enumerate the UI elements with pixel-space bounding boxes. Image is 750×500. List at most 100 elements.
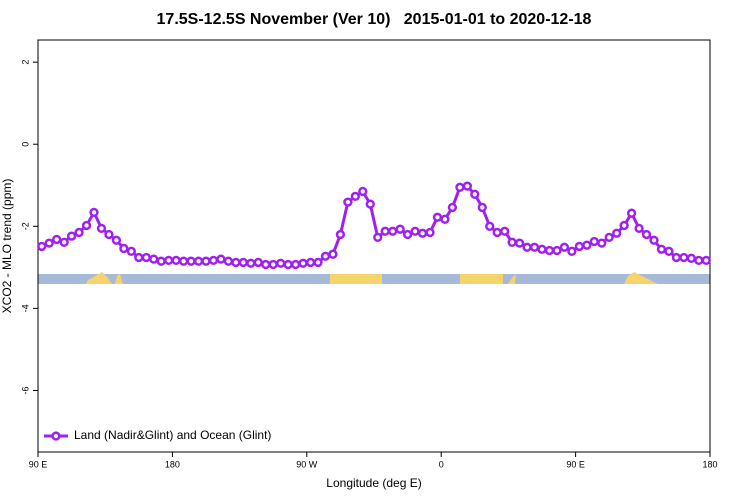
land-patch [115,274,123,284]
data-point [268,259,278,270]
data-point [388,226,398,236]
data-point [612,228,622,238]
data-point [44,238,54,248]
data-point [664,246,674,256]
data-point [649,235,659,245]
data-point [276,258,286,268]
data-point [171,255,181,266]
y-tick-label: 2 [20,60,30,65]
data-point [656,244,667,254]
data-point [507,237,517,247]
y-tick-label: -6 [20,386,30,394]
data-point [492,227,502,238]
data-point [380,226,390,236]
data-point [522,242,532,252]
data-point [81,220,92,231]
y-tick-label: 0 [20,142,30,147]
x-axis-label: Longitude (deg E) [326,476,421,490]
land-patch [86,272,112,284]
data-point [679,252,689,263]
data-point [305,257,316,268]
data-point [231,257,241,268]
data-point [104,229,114,240]
data-point [253,257,263,268]
legend-marker [51,431,61,441]
data-point [641,229,652,240]
data-point [701,255,711,266]
x-tick-label: 180 [165,459,180,469]
data-point [500,226,510,236]
data-point [119,243,129,254]
data-point [514,238,525,248]
data-point [59,237,69,247]
data-point [671,252,682,263]
series-line [41,184,707,266]
chart-title: 17.5S-12.5S November (Ver 10) 2015-01-01… [157,11,592,28]
data-point [52,234,62,245]
data-point [193,256,204,266]
legend-label: Land (Nadir&Glint) and Ocean (Glint) [74,428,271,442]
data-point [313,257,323,268]
data-point [66,231,77,241]
data-point [485,221,495,231]
data-point [246,258,256,268]
data-point [111,235,122,245]
data-point [410,226,420,236]
data-point [37,241,47,252]
x-tick-label: 180 [702,459,717,469]
data-point [283,259,293,270]
plot-frame [37,39,711,453]
land-patch [508,274,516,284]
data-point [462,181,472,191]
data-point [208,255,219,266]
y-tick-label: -2 [20,222,30,230]
data-point [589,236,599,247]
data-point [164,255,174,266]
data-point [694,255,704,266]
data-point [350,191,360,201]
data-point [343,197,353,207]
data-point [686,253,696,263]
y-tick-label: -4 [20,304,30,312]
data-point [365,199,375,209]
data-point [402,229,413,240]
data-point [395,224,405,234]
data-point [126,246,136,256]
data-point [559,242,570,252]
x-tick-label: 90 E [566,459,585,469]
data-point [544,245,555,256]
land-patch [460,274,503,284]
data-point [597,238,607,248]
data-point [417,228,428,238]
data-point [186,256,196,266]
data-point [290,259,301,270]
data-point [223,256,234,266]
land-ocean-mask [38,272,710,284]
data-point [552,245,562,256]
land-patch [624,272,658,284]
data-point [604,232,614,243]
data-point [634,223,644,234]
data-point [440,214,450,224]
data-point [432,212,443,222]
y-axis-label: XCO2 - MLO trend (ppm) [0,179,14,314]
data-point [178,256,189,266]
data-point [358,186,368,197]
data-point [373,232,383,243]
data-point [477,202,487,213]
data-point [335,229,346,240]
data-point [567,246,577,256]
data-point [141,252,151,263]
data-point [455,182,465,192]
data-point [470,189,480,199]
data-point [582,240,592,250]
data-point [328,249,338,259]
data-point [89,207,99,218]
data-point [134,252,144,263]
data-point [156,256,166,266]
data-point [149,254,159,264]
data-point [298,258,308,268]
data-point [74,227,84,238]
data-point [537,244,547,254]
